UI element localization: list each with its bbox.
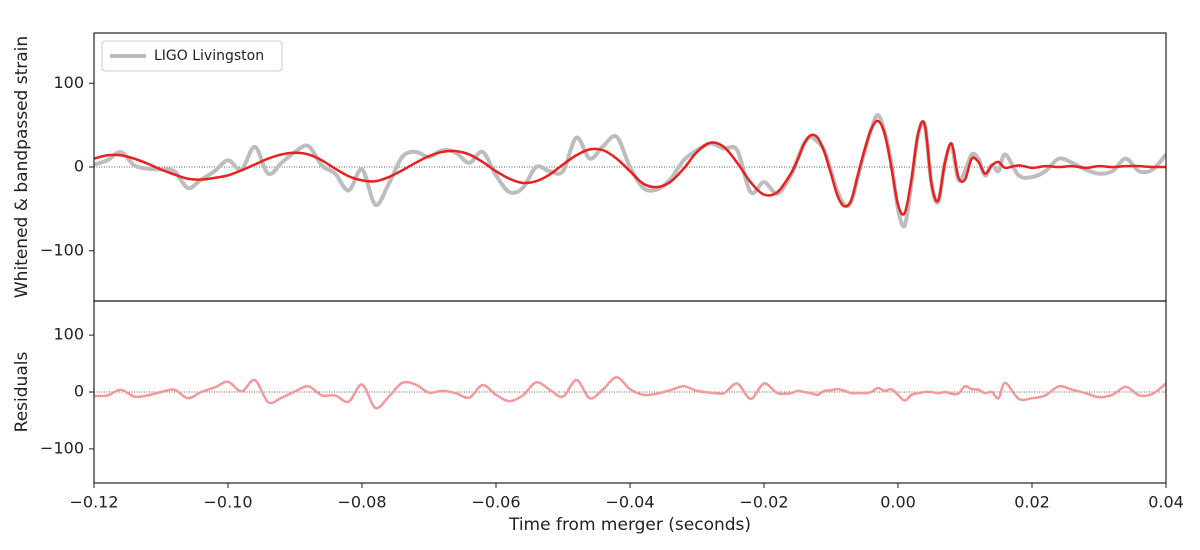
x-tick-label: −0.02 — [739, 493, 788, 512]
x-tick-label: 0.04 — [1148, 493, 1184, 512]
x-tick-label: −0.06 — [471, 493, 520, 512]
series-line — [94, 375, 1166, 410]
y-axis-label: Whitened & bandpassed strain — [12, 36, 32, 298]
legend-box — [101, 40, 283, 72]
x-tick-label: −0.08 — [337, 493, 386, 512]
series-line — [94, 119, 1166, 216]
series-line — [94, 113, 1166, 229]
y-tick-label: 100 — [53, 73, 84, 92]
y-tick-label: 0 — [74, 382, 84, 401]
x-tick-label: 0.00 — [880, 493, 916, 512]
x-axis-label: Time from merger (seconds) — [508, 515, 751, 535]
x-tick-label: −0.12 — [69, 493, 118, 512]
y-tick-label: −100 — [40, 438, 84, 457]
y-tick-label: 0 — [74, 157, 84, 176]
plot-frame — [93, 300, 1167, 484]
y-tick-label: −100 — [40, 240, 84, 259]
y-tick-label: 100 — [53, 325, 84, 344]
y-axis-label: Residuals — [12, 352, 32, 433]
x-tick-label: −0.04 — [605, 493, 654, 512]
x-tick-label: −0.10 — [203, 493, 252, 512]
x-tick-label: 0.02 — [1014, 493, 1050, 512]
legend: LIGO Livingston — [101, 40, 283, 72]
legend-label: LIGO Livingston — [154, 48, 264, 64]
